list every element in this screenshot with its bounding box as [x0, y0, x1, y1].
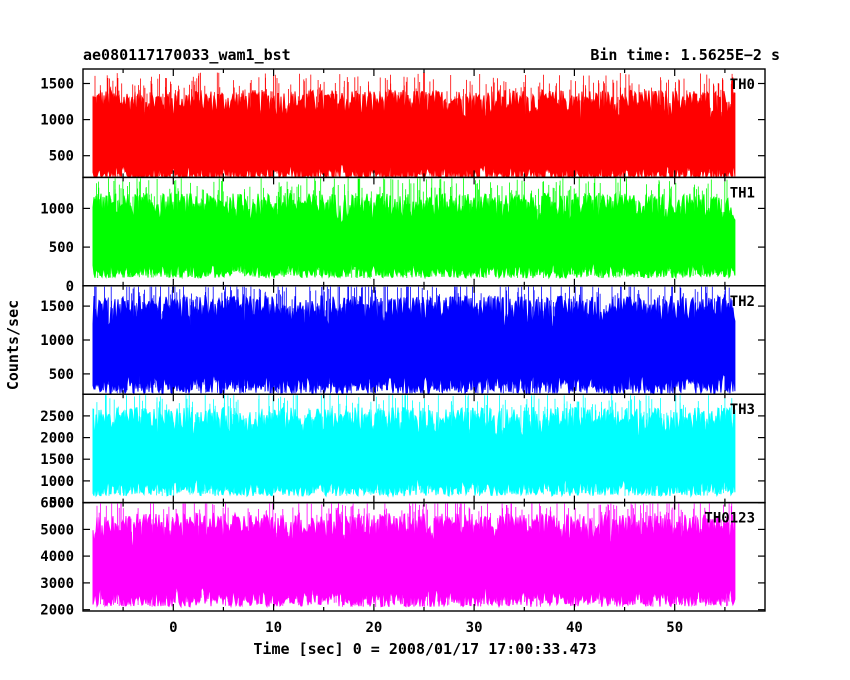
panel-th0123: 2000 3000 4000 5000 6000 TH0123 [40, 496, 766, 619]
series-label: TH2 [730, 294, 755, 310]
bin-time-label: Bin time: 1.5625E−2 s [590, 46, 780, 64]
panel-th3: 500 1000 1500 2000 2500 TH3 [40, 393, 766, 512]
y-tick-label: 500 [49, 367, 74, 383]
x-axis-label: Time [sec] 0 = 2008/01/17 17:00:33.473 [253, 640, 596, 658]
y-axis-label: Counts/sec [4, 300, 22, 390]
y-tick-label: 500 [49, 496, 74, 512]
y-tick-label: 1000 [40, 113, 74, 129]
y-tick-label: 2500 [40, 409, 74, 425]
series-label: TH3 [730, 402, 755, 418]
series-label: TH1 [730, 185, 755, 201]
x-tick-label: 40 [566, 620, 583, 636]
x-tick-label: 10 [265, 620, 282, 636]
y-tick-label: 1000 [40, 474, 74, 490]
chart-title: ae080117170033_wam1_bst [83, 46, 291, 64]
y-tick-label: 1500 [40, 452, 74, 468]
x-tick-label: 20 [365, 620, 382, 636]
y-tick-label: 3000 [40, 576, 74, 592]
y-tick-label: 5000 [40, 522, 74, 538]
y-tick-label: 6000 [40, 496, 74, 512]
y-tick-label: 2000 [40, 603, 74, 619]
panel-th0: 500 1000 1500 TH0 [40, 68, 766, 179]
y-tick-label: 500 [49, 149, 74, 165]
y-tick-label: 0 [66, 279, 74, 295]
x-tick-label: 0 [169, 620, 177, 636]
x-tick-label: 50 [666, 620, 683, 636]
panel-th1: 0 500 1000 TH1 [40, 176, 766, 295]
series-label: TH0 [730, 77, 755, 93]
y-tick-label: 1500 [40, 77, 74, 93]
series-label: TH0123 [704, 511, 755, 527]
series-th3 [92, 406, 736, 498]
y-tick-label: 2000 [40, 431, 74, 447]
y-tick-label: 4000 [40, 549, 74, 565]
panel-th2: 500 1000 1500 TH2 [40, 285, 766, 395]
y-tick-label: 1500 [40, 299, 74, 315]
y-tick-label: 500 [49, 240, 74, 256]
y-tick-label: 1000 [40, 201, 74, 217]
x-tick-label: 30 [466, 620, 483, 636]
y-tick-label: 1000 [40, 333, 74, 349]
